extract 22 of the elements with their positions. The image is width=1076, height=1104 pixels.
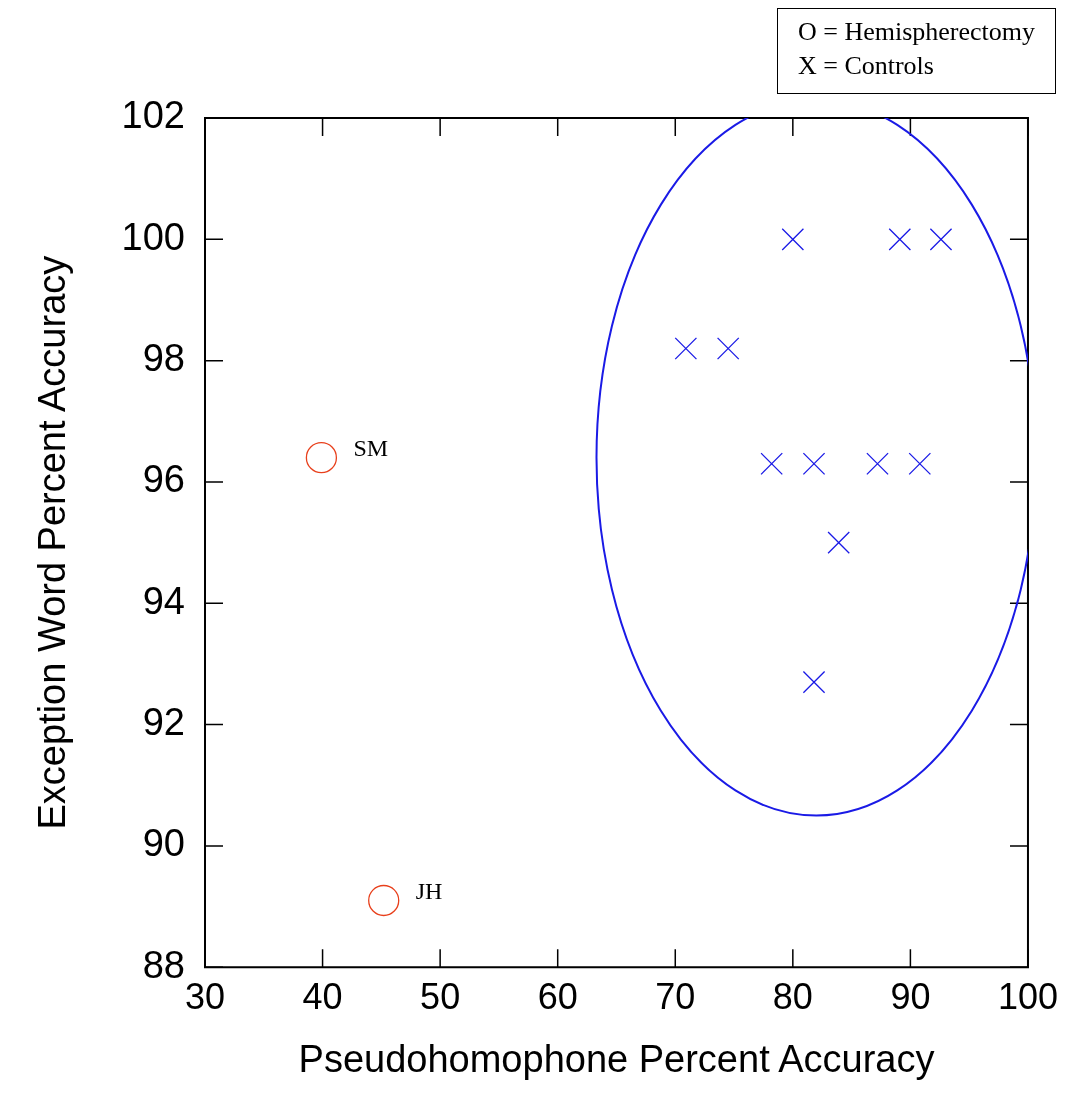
y-tick-label: 96	[142, 458, 185, 501]
text: O = Hemispherectomy	[797, 16, 1035, 48]
x-tick-label: 80	[772, 975, 813, 1017]
x-tick-label: 50	[420, 975, 461, 1017]
y-tick-label: 100	[121, 215, 185, 258]
x-axis-title: Pseudohomophone Percent Accuracy	[298, 1037, 935, 1080]
x-tick-label: 100	[997, 975, 1059, 1017]
y-tick-label: 98	[142, 337, 185, 380]
x-tick-label: 40	[302, 975, 343, 1017]
y-tick-label: 94	[142, 579, 185, 622]
y-tick-label: 88	[142, 943, 185, 986]
x-tick-label: 90	[890, 975, 931, 1017]
x-tick-label: 30	[184, 975, 226, 1017]
y-tick-label: 102	[121, 94, 185, 137]
x-tick-label: 70	[655, 975, 696, 1017]
y-tick-label: 90	[142, 822, 185, 865]
annotation: SM	[353, 434, 389, 461]
x-tick-label: 60	[537, 975, 578, 1017]
y-axis-title: Exception Word Percent Accuracy	[31, 255, 74, 830]
y-tick-label: 92	[142, 701, 185, 744]
text: X = Controls	[797, 50, 935, 82]
annotation: JH	[415, 877, 443, 904]
